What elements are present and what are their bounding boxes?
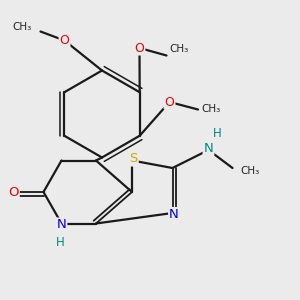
Text: O: O (165, 95, 174, 109)
Text: CH₃: CH₃ (12, 22, 32, 32)
Text: CH₃: CH₃ (240, 166, 259, 176)
Text: CH₃: CH₃ (201, 104, 220, 115)
Text: N: N (57, 218, 66, 232)
Text: O: O (60, 34, 69, 47)
Text: CH₃: CH₃ (169, 44, 189, 55)
Text: H: H (213, 127, 222, 140)
Text: N: N (169, 208, 179, 221)
Text: N: N (204, 142, 213, 155)
Text: O: O (8, 185, 19, 199)
Text: O: O (135, 41, 144, 55)
Text: S: S (129, 152, 138, 166)
Text: H: H (56, 236, 64, 250)
